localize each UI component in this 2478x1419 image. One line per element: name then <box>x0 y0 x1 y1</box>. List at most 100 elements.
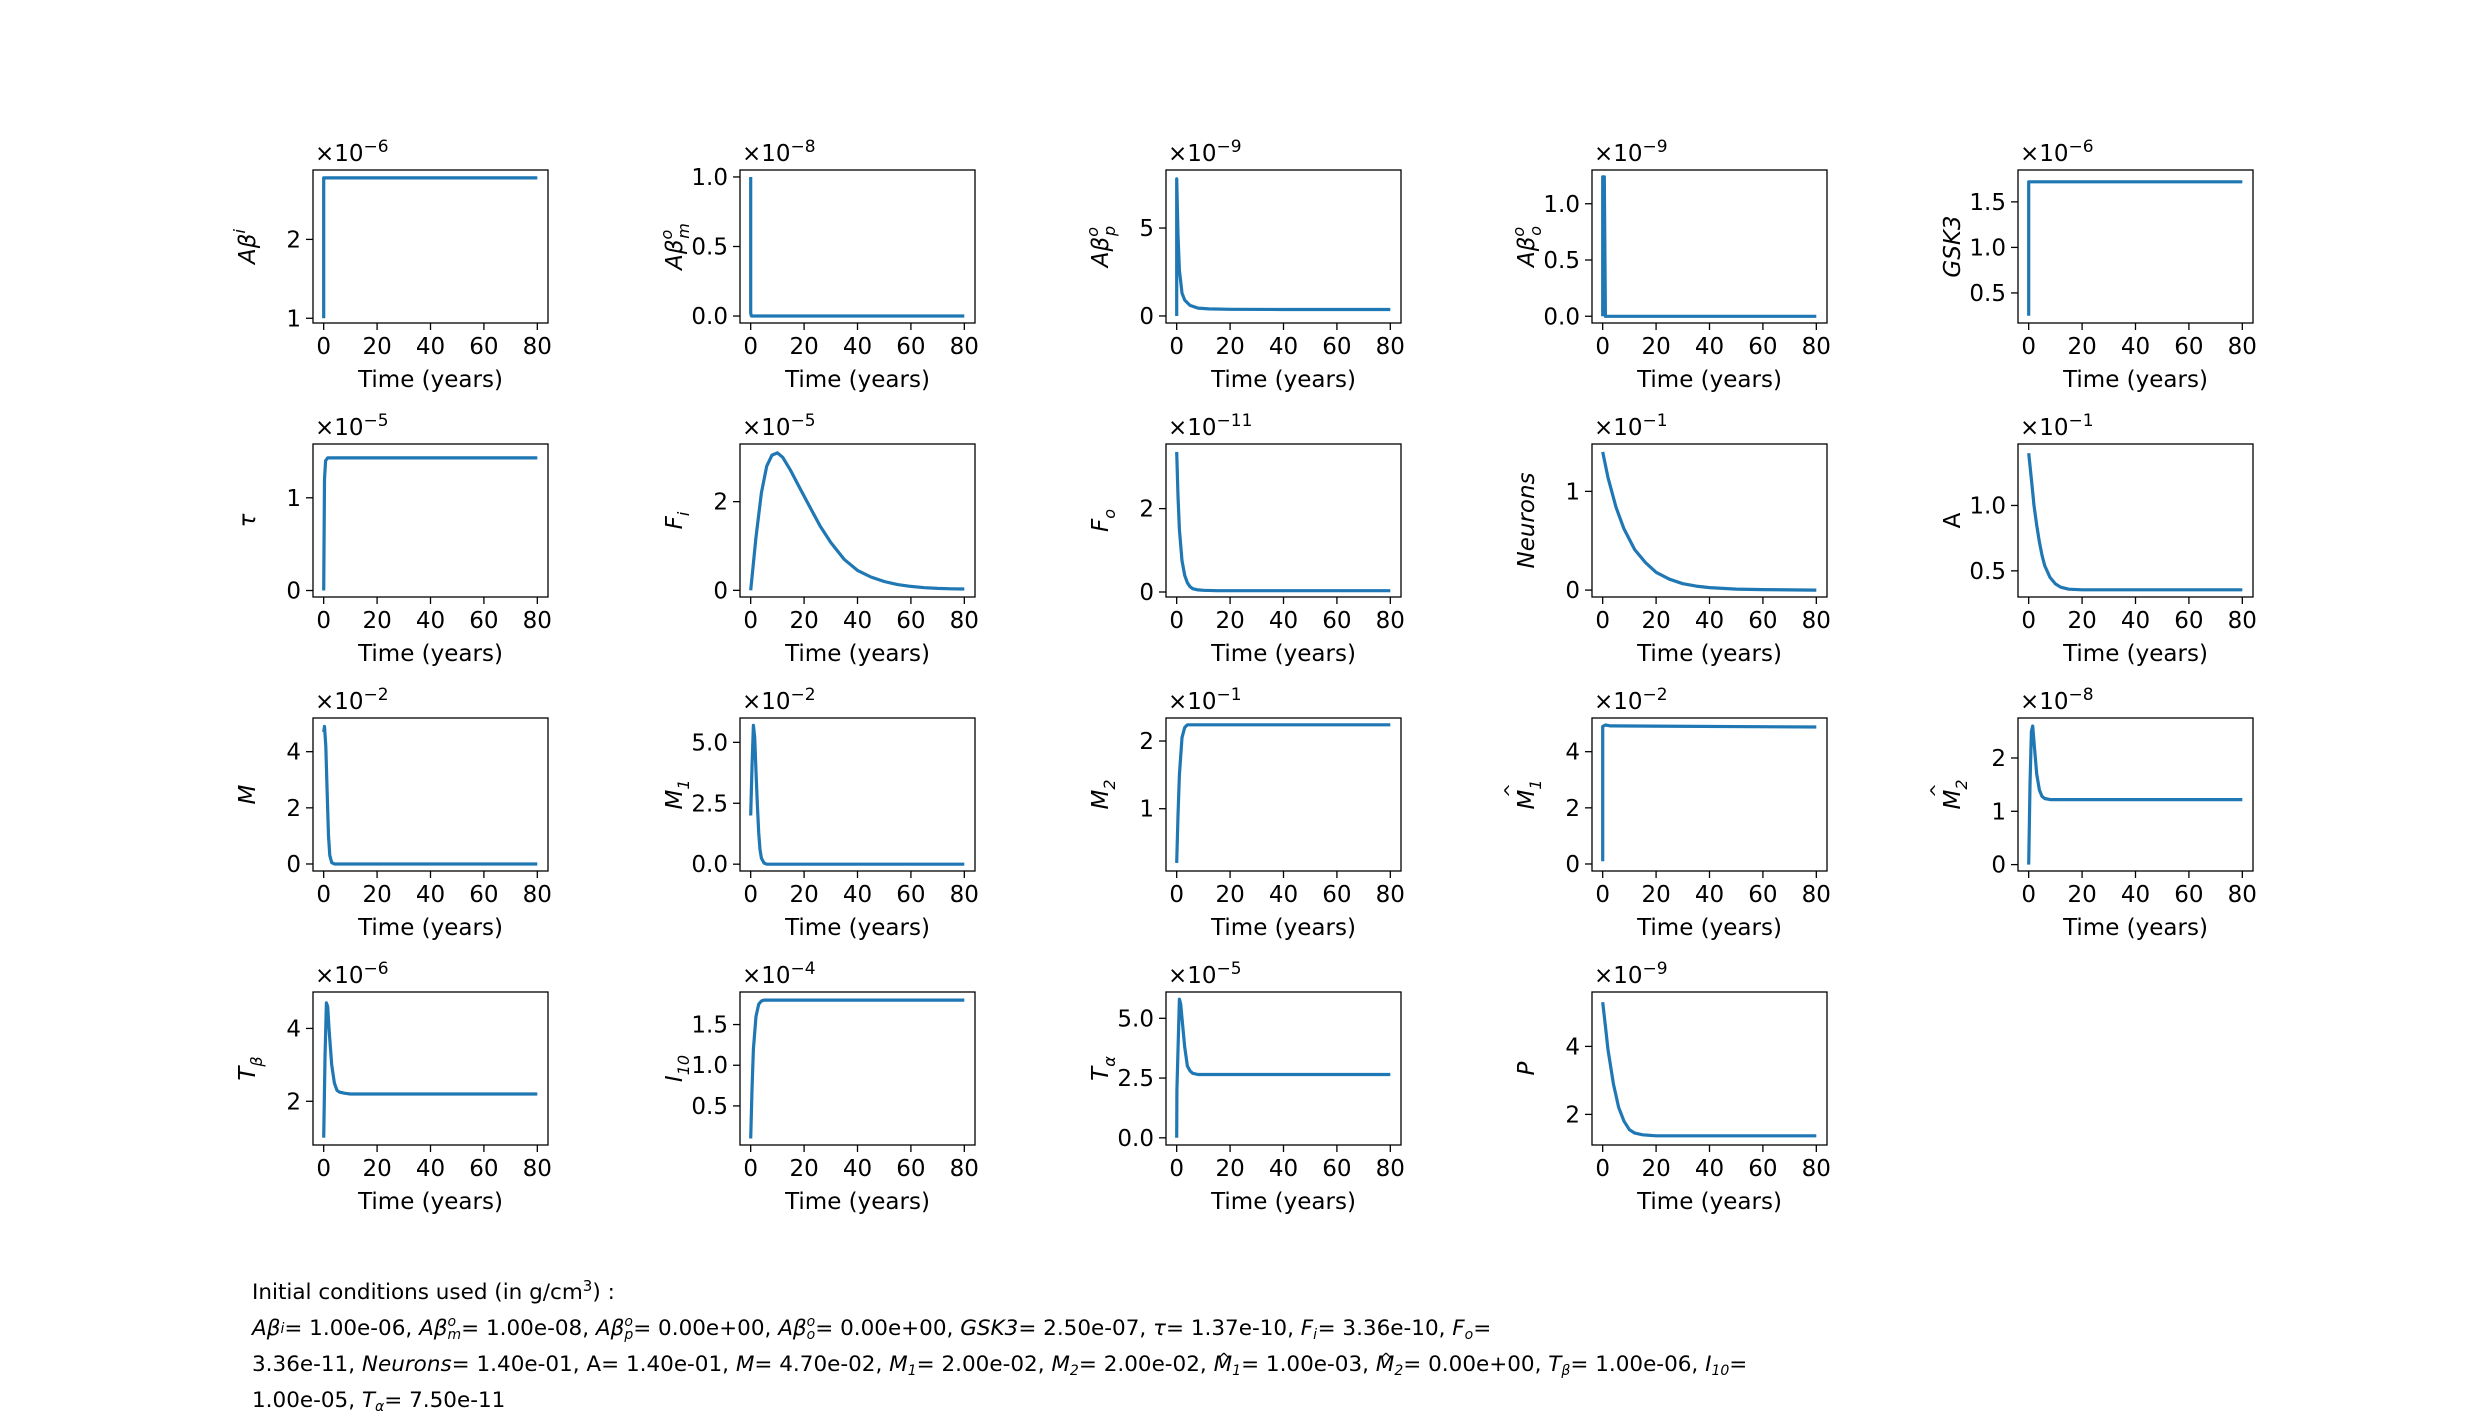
subplot-1: 0 20 40 60 80 Time (years) 1 2 ×10−6 Aβi <box>230 137 552 393</box>
y-label-symbol: M <box>235 784 261 804</box>
x-axis-label: Time (years) <box>784 641 930 667</box>
series-line <box>2027 453 2243 592</box>
x-axis-label: Time (years) <box>1210 915 1356 941</box>
subplot-10: 0 20 40 60 80 Time (years) 0.5 1.0 ×10−1 A <box>1940 411 2257 667</box>
x-axis-label: Time (years) <box>357 641 503 667</box>
caption-symbol: T <box>361 1388 376 1414</box>
y-label-symbol: M <box>1940 790 1966 810</box>
subplot-5: 0 20 40 60 80 Time (years) 0.5 1.0 1.5 ×10−6 GSK3 <box>1940 137 2257 393</box>
y-tick-label: 2 <box>1565 796 1580 822</box>
offset-exponent: −6 <box>364 137 389 157</box>
caption-symbol: GSK3 <box>960 1316 1019 1342</box>
x-tick-label: 40 <box>2121 608 2150 634</box>
offset-exponent: −1 <box>1643 411 1668 431</box>
y-tick-label: 1.0 <box>691 1053 728 1079</box>
x-axis-label: Time (years) <box>1636 915 1782 941</box>
x-tick-label: 40 <box>1695 1156 1724 1182</box>
x-tick-label: 60 <box>2174 608 2203 634</box>
offset-text: ×10−6 <box>315 959 389 989</box>
x-tick-label: 80 <box>1802 608 1831 634</box>
y-tick-label: 4 <box>1565 1034 1580 1060</box>
y-tick-label: 2 <box>286 1089 301 1115</box>
series-line <box>1601 1002 1817 1138</box>
y-tick-label: 0 <box>1991 853 2006 879</box>
x-tick-label: 40 <box>416 334 445 360</box>
x-tick-label: 80 <box>1802 1156 1831 1182</box>
y-label-subscript: 2 <box>1100 779 1119 789</box>
offset-exponent: −11 <box>1217 411 1253 431</box>
x-tick-label: 20 <box>1641 334 1670 360</box>
x-tick-label: 0 <box>316 882 331 908</box>
x-tick-label: 40 <box>1269 1156 1298 1182</box>
y-label-subscript: 2 <box>1952 779 1971 789</box>
axes-frame <box>312 443 549 598</box>
caption-subscript: m <box>447 1327 462 1344</box>
x-tick-label: 0 <box>2021 882 2036 908</box>
x-tick-label: 60 <box>1748 1156 1777 1182</box>
series-line <box>322 724 538 866</box>
initial-conditions-caption: Initial conditions used (in g/cm3) : Aβ i… <box>252 1268 1972 1419</box>
offset-text: ×10−8 <box>742 137 816 167</box>
offset-text: ×10−11 <box>1168 411 1252 441</box>
offset-exponent: −6 <box>364 959 389 979</box>
caption-heading: Initial conditions used (in g/cm <box>252 1280 583 1306</box>
y-label-symbol: P <box>1514 1061 1540 1075</box>
y-tick-label: 0.0 <box>691 304 728 330</box>
series-line <box>1175 723 1391 863</box>
y-tick-label: 0 <box>286 579 301 605</box>
y-label-symbol: Aβ <box>1088 237 1114 269</box>
x-tick-label: 0 <box>1169 882 1184 908</box>
caption-value: A= 1.40e-01, <box>586 1352 736 1378</box>
y-tick-label: 1.0 <box>1543 192 1580 218</box>
caption-script: 1 <box>1232 1352 1241 1378</box>
caption-symbol: τ <box>1153 1316 1166 1342</box>
x-axis-label: Time (years) <box>357 367 503 393</box>
x-tick-label: 40 <box>1269 882 1298 908</box>
y-label-subscript: o <box>1526 226 1545 236</box>
y-axis-label: τ <box>235 513 261 527</box>
series-line <box>749 723 965 866</box>
y-tick-label: 0 <box>286 852 301 878</box>
x-axis-label: Time (years) <box>1210 367 1356 393</box>
x-tick-label: 80 <box>1376 334 1405 360</box>
caption-symbol: F <box>1300 1316 1314 1342</box>
x-tick-label: 80 <box>950 608 979 634</box>
y-axis-label: Aβoo <box>1509 226 1545 269</box>
y-tick-label: 2 <box>1139 497 1154 523</box>
y-label-superscript: o <box>1509 227 1528 237</box>
x-tick-label: 60 <box>1322 1156 1351 1182</box>
offset-text: ×10−6 <box>2020 137 2094 167</box>
y-tick-label: 0.0 <box>691 852 728 878</box>
x-tick-label: 20 <box>1641 608 1670 634</box>
x-tick-label: 80 <box>523 882 552 908</box>
x-tick-label: 20 <box>1215 608 1244 634</box>
caption-superscript: o <box>447 1314 457 1331</box>
subplot-9: 0 20 40 60 80 Time (years) 0 1 ×10−1 Neurons <box>1514 411 1831 667</box>
caption-value: = 0.00e+00, <box>633 1316 779 1342</box>
x-tick-label: 40 <box>416 1156 445 1182</box>
y-tick-label: 1.0 <box>691 165 728 191</box>
offset-text: ×10−8 <box>2020 685 2094 715</box>
caption-value: = 2.00e-02, <box>916 1352 1052 1378</box>
offset-text: ×10−9 <box>1168 137 1242 167</box>
y-tick-label: 2.5 <box>691 791 728 817</box>
axes-frame <box>2017 443 2254 598</box>
caption-script: o <box>1465 1316 1474 1342</box>
x-axis-label: Time (years) <box>357 915 503 941</box>
caption-symbol: Aβ <box>419 1316 448 1342</box>
x-tick-label: 20 <box>789 608 818 634</box>
caption-script: 2 <box>1394 1352 1403 1378</box>
x-tick-label: 80 <box>950 1156 979 1182</box>
y-tick-label: 2 <box>286 227 301 253</box>
series-line <box>322 1001 538 1138</box>
y-label-subscript: β <box>247 1056 266 1067</box>
caption-value: = 1.37e-10, <box>1166 1316 1301 1342</box>
x-tick-label: 20 <box>1215 334 1244 360</box>
y-tick-label: 1 <box>1139 797 1154 823</box>
y-tick-label: 2 <box>1565 1102 1580 1128</box>
x-tick-label: 0 <box>316 1156 331 1182</box>
axes-frame <box>739 169 976 324</box>
